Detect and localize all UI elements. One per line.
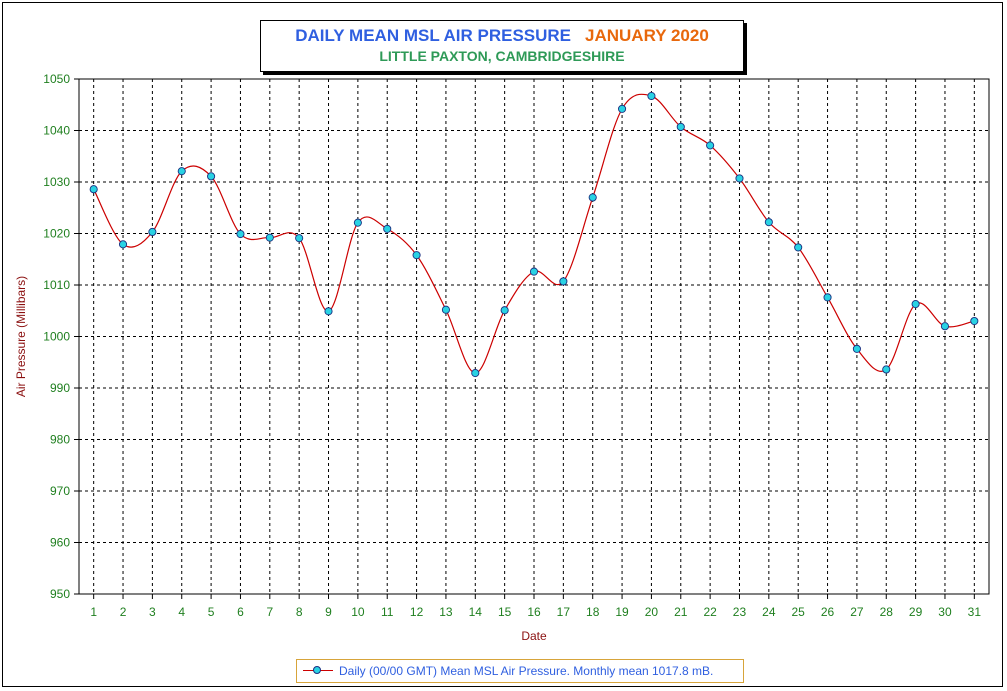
data-point [706,141,715,150]
data-point [177,167,186,176]
legend-swatch [303,665,333,677]
data-point [441,305,450,314]
data-point [588,193,597,202]
y-tick-label: 960 [50,536,70,550]
data-point [764,218,773,227]
y-tick-label: 1000 [43,330,70,344]
data-point [559,277,568,286]
chart-title: DAILY MEAN MSL AIR PRESSURE [295,26,572,45]
legend: Daily (00/00 GMT) Mean MSL Air Pressure.… [296,659,744,683]
data-point [383,224,392,233]
x-tick-label: 10 [351,605,365,619]
x-tick-label: 12 [410,605,424,619]
title-box: DAILY MEAN MSL AIR PRESSURE JANUARY 2020 … [260,20,744,72]
data-point [265,233,274,242]
data-point [852,344,861,353]
x-tick-label: 3 [149,605,156,619]
data-point [529,267,539,276]
x-tick-label: 18 [586,605,600,619]
legend-entry: Daily (00/00 GMT) Mean MSL Air Pressure.… [339,664,714,678]
data-point [735,174,744,183]
plot-border [78,78,990,595]
y-tick-label: 980 [50,433,70,447]
data-point [970,316,979,326]
data-point [647,91,656,101]
data-point [911,300,920,309]
x-tick-label: 20 [645,605,659,619]
y-tick-label: 1020 [43,227,70,241]
y-tick-label: 1050 [43,72,70,86]
y-tick-label: 990 [50,381,70,395]
x-tick-label: 24 [762,605,776,619]
y-tick-label: 1010 [43,278,70,292]
y-axis-title: Air Pressure (Millibars) [14,276,28,397]
data-point [412,251,421,260]
x-tick-label: 23 [733,605,747,619]
x-tick-label: 31 [968,605,982,619]
x-tick-label: 8 [296,605,303,619]
data-point [236,229,245,239]
data-point [882,365,891,374]
x-tick-label: 29 [909,605,923,619]
data-point [794,243,803,252]
title-line: DAILY MEAN MSL AIR PRESSURE JANUARY 2020 [261,26,743,46]
chart-title-period: JANUARY 2020 [585,26,709,45]
x-tick-label: 16 [527,605,541,619]
x-tick-label: 30 [938,605,952,619]
x-tick-label: 15 [498,605,512,619]
data-point [324,307,333,316]
plot-area [79,79,989,594]
x-tick-label: 5 [208,605,215,619]
x-tick-label: 19 [615,605,629,619]
y-tick-label: 950 [50,587,70,601]
x-tick-label: 13 [439,605,453,619]
x-axis-title: Date [521,629,547,643]
data-point [207,172,216,181]
y-tick-label: 1040 [43,124,70,138]
x-tick-label: 7 [266,605,273,619]
chart-subtitle: LITTLE PAXTON, CAMBRIDGESHIRE [379,48,625,64]
data-point [118,240,128,249]
data-point [676,122,685,131]
x-tick-label: 11 [381,605,394,619]
data-point [940,322,950,331]
x-tick-label: 2 [120,605,127,619]
x-tick-label: 9 [325,605,332,619]
data-point [295,234,304,243]
data-point [89,185,98,194]
data-point [500,306,509,315]
x-tick-label: 26 [821,605,835,619]
data-point [471,369,480,378]
x-tick-label: 28 [880,605,894,619]
x-tick-label: 25 [792,605,806,619]
data-point [618,104,627,113]
x-tick-label: 27 [850,605,864,619]
y-tick-label: 1030 [43,175,70,189]
x-tick-label: 17 [557,605,571,619]
data-point [823,293,832,302]
y-tick-label: 970 [50,484,70,498]
x-tick-label: 4 [178,605,185,619]
x-tick-label: 21 [674,605,688,619]
x-tick-label: 22 [703,605,717,619]
x-tick-label: 1 [90,605,97,619]
data-point [353,218,362,227]
x-tick-label: 14 [469,605,483,619]
x-tick-label: 6 [237,605,244,619]
data-point [148,227,157,237]
